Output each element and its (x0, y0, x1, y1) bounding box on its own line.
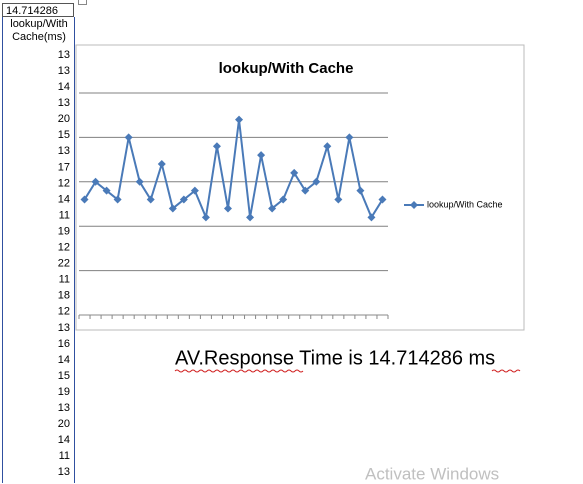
cell: 11 (59, 274, 70, 286)
cell: 14 (58, 81, 70, 93)
marker (223, 204, 232, 213)
marker (91, 177, 100, 186)
cell: 13 (58, 65, 70, 77)
cell: 16 (58, 338, 70, 350)
cell: 14 (58, 354, 70, 366)
marker (179, 195, 188, 204)
cell: 15 (58, 370, 70, 382)
cell: 20 (58, 113, 70, 125)
legend-label: lookup/With Cache (427, 199, 503, 209)
marker (146, 195, 155, 204)
chart-title: lookup/With Cache (219, 60, 354, 77)
marker (246, 213, 255, 222)
cell: 13 (58, 322, 70, 334)
dropdown[interactable] (78, 0, 87, 5)
cell: 12 (58, 306, 70, 318)
marker (168, 204, 177, 213)
column-header[interactable]: lookup/With Cache(ms) (10, 18, 68, 43)
column (2, 17, 75, 483)
marker (345, 133, 354, 142)
cell: 12 (58, 177, 70, 189)
cell: 22 (58, 258, 70, 270)
marker (235, 115, 244, 124)
cell: 12 (58, 242, 70, 254)
cell: 14 (58, 193, 70, 205)
marker (212, 142, 221, 151)
marker (190, 186, 199, 195)
marker (157, 160, 166, 169)
marker (334, 195, 343, 204)
series-line (83, 119, 384, 221)
marker (102, 186, 111, 195)
cell: 20 (58, 418, 70, 430)
legend-marker (410, 201, 418, 209)
marker (356, 186, 365, 195)
spell-underline (174, 369, 521, 373)
cell: 13 (58, 402, 70, 414)
cell: 14 (58, 434, 70, 446)
marker (279, 195, 288, 204)
marker (290, 168, 299, 177)
cell: 17 (58, 161, 70, 173)
cell: 15 (58, 129, 70, 141)
marker (201, 213, 210, 222)
cell: 11 (59, 450, 70, 462)
cell: 13 (58, 49, 70, 61)
cell: 11 (59, 209, 70, 221)
marker (113, 195, 122, 204)
watermark: Activate Windows (365, 464, 499, 483)
marker (257, 151, 266, 160)
marker (367, 213, 376, 222)
marker (80, 195, 89, 204)
cell: 13 (58, 97, 70, 109)
cell: 13 (58, 466, 70, 478)
marker (135, 177, 144, 186)
marker (301, 186, 310, 195)
marker (323, 142, 332, 151)
note-text: AV.Response Time is 14.714286 ms (175, 347, 495, 369)
cell: 13 (58, 145, 70, 157)
formula-cell[interactable]: 14.714286 (2, 3, 74, 17)
marker (268, 204, 277, 213)
marker (378, 195, 387, 204)
marker (124, 133, 133, 142)
marker (312, 177, 321, 186)
cell: 18 (58, 290, 70, 302)
cell: 19 (58, 225, 70, 237)
cell: 19 (58, 386, 70, 398)
